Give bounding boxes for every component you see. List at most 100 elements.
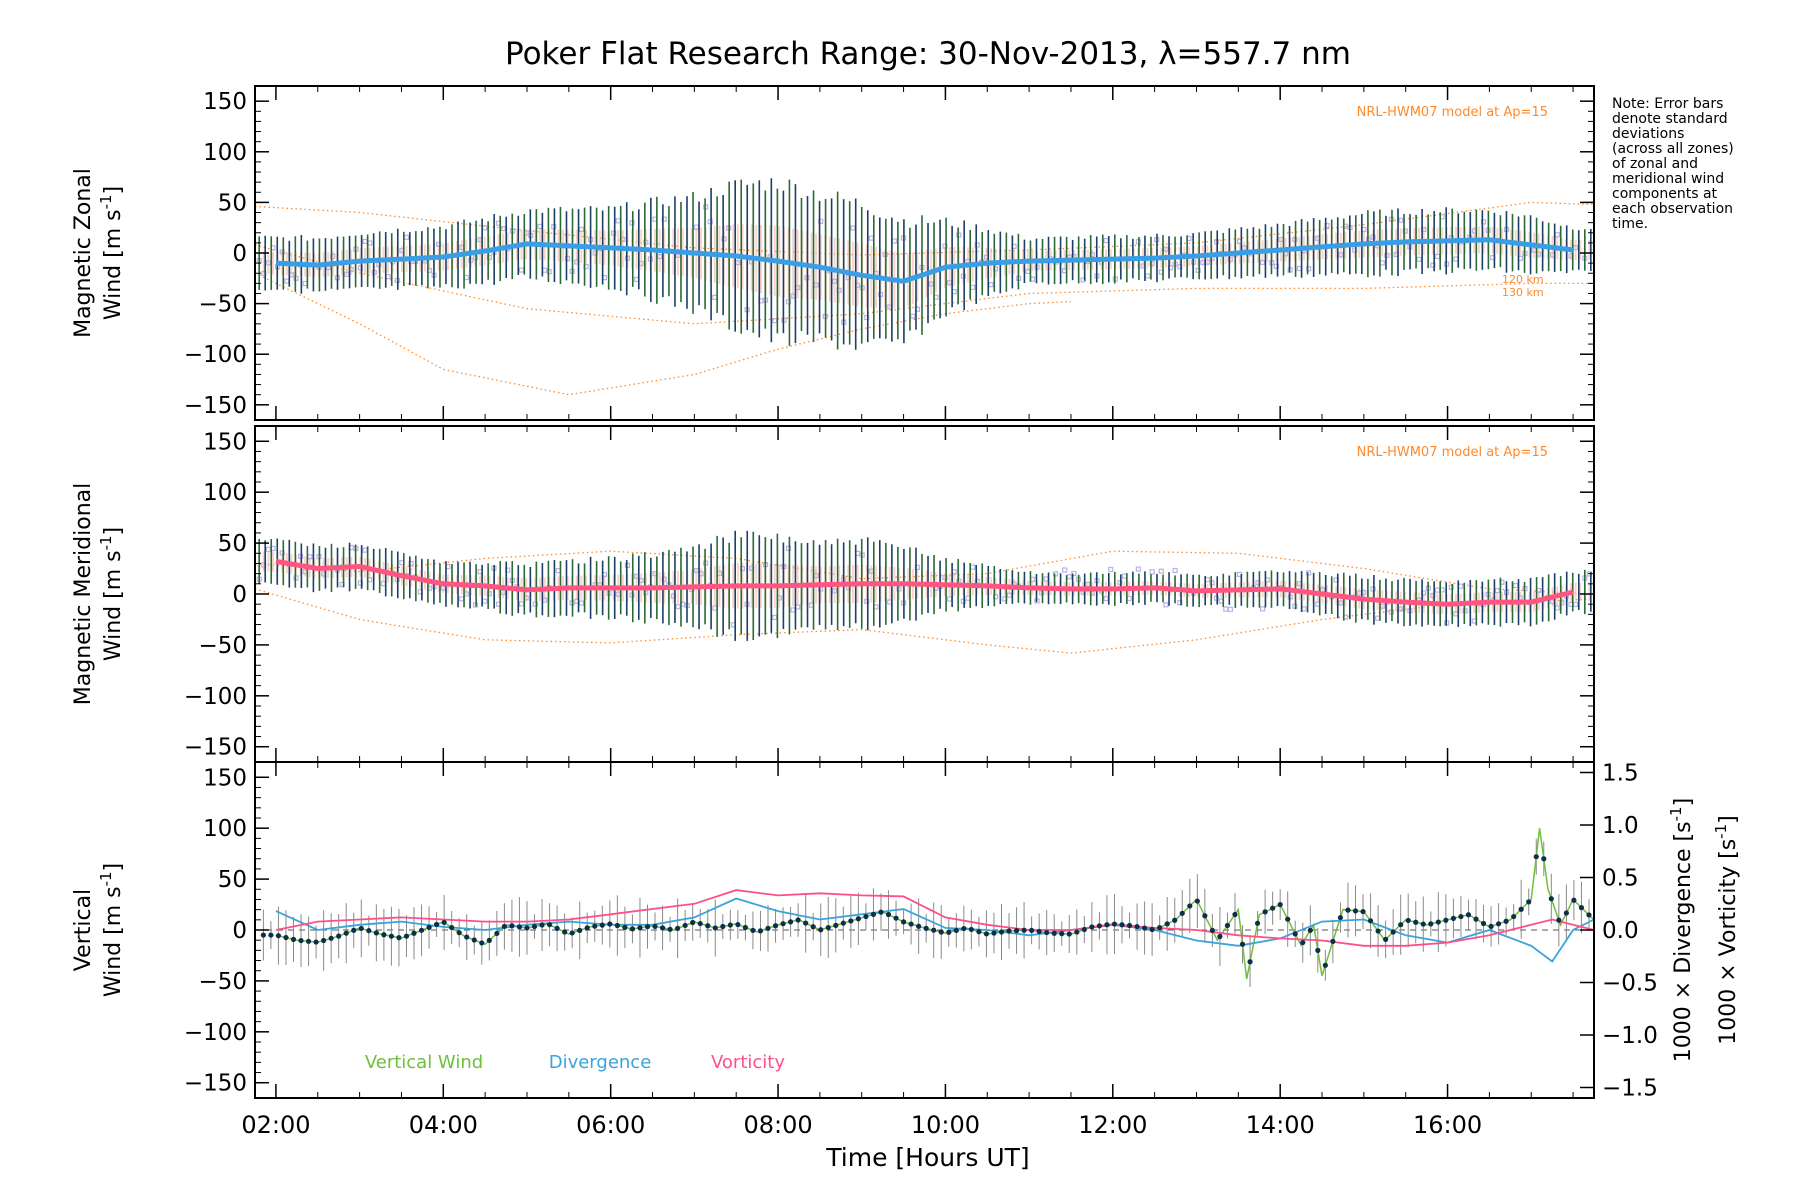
vertical-wind-point (584, 925, 590, 931)
scatter-point (970, 564, 976, 570)
scatter-point (896, 586, 902, 592)
vertical-wind-point (667, 926, 673, 932)
scatter-point (1071, 570, 1077, 577)
scatter-point (818, 218, 824, 225)
scatter-point (1052, 571, 1059, 577)
scatter-point (463, 274, 469, 281)
scatter-point (790, 607, 796, 613)
vertical-wind-point (675, 925, 681, 931)
panel-vertical: Vertical Wind Divergence Vorticity 1.5 1.0 0.… (71, 761, 1741, 1102)
vertical-wind-point (1578, 905, 1585, 911)
vertical-wind-point (546, 922, 553, 928)
vertical-wind-point (1511, 913, 1517, 920)
scatter-point (942, 574, 948, 581)
scatter-point (1062, 567, 1068, 573)
vertical-wind-point (991, 930, 997, 936)
scatter-point (1163, 246, 1169, 252)
vertical-wind-point (795, 917, 801, 923)
scatter-point (712, 605, 718, 611)
vertical-wind-point (614, 922, 620, 929)
scatter-point (712, 294, 718, 300)
legend-vorticity: Vorticity (711, 1052, 785, 1073)
right-tick-label: 0.5 (1602, 866, 1639, 892)
vertical-wind-point (1435, 919, 1441, 925)
y-tick-label: 100 (203, 480, 247, 506)
vertical-wind-point (870, 911, 877, 917)
vertical-wind-point (953, 927, 959, 934)
series-vertical-wind (275, 828, 1595, 980)
scatter-point (928, 281, 934, 287)
vertical-error-bars (262, 838, 1590, 987)
y-tick-label: 150 (203, 89, 247, 115)
x-tick-label: 08:00 (743, 1111, 812, 1139)
vertical-wind-point (577, 927, 583, 933)
vertical-wind-point (336, 933, 342, 939)
vertical-wind-point (456, 930, 462, 936)
scatter-point (578, 226, 584, 233)
scatter-point (1462, 608, 1468, 614)
vertical-wind-point (818, 927, 824, 933)
scatter-point (482, 598, 488, 604)
scatter-point (1273, 263, 1280, 269)
right-label-vorticity-sup: -1 (1712, 824, 1730, 839)
vertical-wind-point (1541, 856, 1547, 862)
vertical-wind-point (1081, 926, 1087, 933)
scatter-point (1480, 219, 1487, 225)
vertical-wind-point (351, 927, 357, 933)
scatter-point (1448, 584, 1454, 590)
y-tick-label: 0 (232, 918, 247, 944)
vertical-wind-point (629, 926, 636, 932)
model-curve (254, 550, 1595, 595)
scatter-point (532, 601, 538, 607)
right-tick-label: −0.5 (1602, 971, 1658, 997)
vertical-wind-point (803, 920, 809, 926)
vertical-wind-point (1443, 917, 1449, 923)
scatter-point (988, 282, 994, 288)
vertical-wind-point (1533, 854, 1539, 860)
vertical-wind-point (885, 911, 892, 918)
vertical-wind-point (938, 929, 944, 935)
y-label-units: Wind [m s (101, 209, 126, 320)
vertical-wind-point (396, 935, 402, 941)
scatter-point (643, 590, 649, 596)
vertical-wind-point (1450, 915, 1457, 921)
vertical-wind-point (893, 915, 899, 921)
vertical-wind-point (1307, 927, 1313, 933)
y-axis-label-line1: Magnetic Zonal (71, 168, 96, 338)
scatter-point (344, 271, 350, 277)
vertical-wind-point (426, 924, 432, 930)
scatter-point (1338, 252, 1344, 258)
vertical-wind-point (607, 921, 613, 927)
vertical-wind-point (825, 924, 831, 931)
y-label-superscript: -1 (97, 871, 115, 886)
note-line: deviations (1612, 126, 1684, 142)
scatter-point (785, 299, 792, 305)
vertical-wind-point (1586, 912, 1592, 918)
scatter-point (772, 614, 778, 621)
panels: 150 100 50 0 −50 −100 −150 NRL-HWM07 model at A… (71, 85, 1741, 1139)
y-tick-label: −150 (184, 1071, 247, 1097)
vertical-wind-point (373, 930, 379, 936)
right-label-vorticity: 1000 × Vorticity [s-1] (1712, 815, 1741, 1044)
y-tick-label: 150 (203, 429, 247, 455)
vertical-wind-point (1518, 906, 1524, 912)
vertical-wind-point (1074, 929, 1080, 935)
scatter-point (578, 600, 584, 606)
scatter-point (1117, 579, 1123, 586)
legend-divergence: Divergence (549, 1052, 652, 1073)
scatter-point (1494, 587, 1500, 594)
vertical-wind-point (471, 937, 477, 943)
vertical-wind-point (788, 919, 794, 925)
vertical-wind-point (381, 932, 387, 938)
scatter-point (362, 238, 368, 245)
y-tick-label: 100 (203, 140, 247, 166)
y-tick-label: −50 (198, 969, 247, 995)
vertical-wind-point (1119, 922, 1125, 928)
vertical-wind-point (946, 929, 952, 935)
x-axis-label: Time [Hours UT] (825, 1143, 1029, 1172)
scatter-point (486, 254, 492, 261)
vertical-wind-point (735, 921, 741, 928)
right-label-divergence-end: ] (1671, 798, 1696, 807)
right-tick-label: 1.5 (1602, 761, 1639, 787)
vertical-wind-point (1164, 921, 1170, 927)
